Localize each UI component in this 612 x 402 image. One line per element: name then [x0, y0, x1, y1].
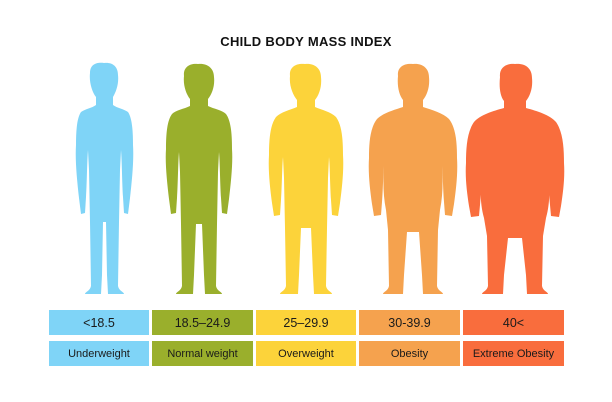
silhouette-extreme-obesity [465, 63, 565, 295]
bmi-range-obesity: 30-39.9 [359, 310, 460, 335]
bmi-label-normal: Normal weight [152, 341, 253, 366]
child-silhouette-overweight [268, 63, 344, 294]
child-silhouette-obese [368, 63, 458, 294]
bmi-range-overweight: 25–29.9 [256, 310, 356, 335]
bmi-label-extreme-obesity: Extreme Obesity [463, 341, 564, 366]
bmi-range-extreme-obesity: 40< [463, 310, 564, 335]
silhouette-overweight [268, 63, 344, 294]
silhouette-underweight [75, 62, 134, 295]
bmi-range-normal: 18.5–24.9 [152, 310, 253, 335]
child-silhouette-extreme-obesity [465, 63, 565, 295]
bmi-label-obesity: Obesity [359, 341, 460, 366]
child-silhouette-underweight [75, 62, 134, 295]
chart-title: CHILD BODY MASS INDEX [220, 34, 392, 49]
bmi-label-underweight: Underweight [49, 341, 149, 366]
child-silhouette-normal [165, 63, 233, 294]
silhouette-normal [165, 63, 233, 294]
bmi-range-underweight: <18.5 [49, 310, 149, 335]
silhouette-obese [368, 63, 458, 294]
bmi-label-overweight: Overweight [256, 341, 356, 366]
